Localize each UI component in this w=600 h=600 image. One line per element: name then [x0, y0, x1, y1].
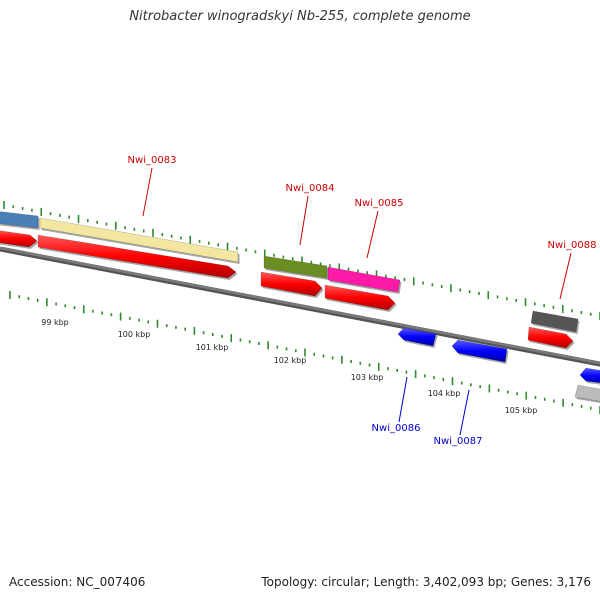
leader-nwi-0084 [299, 195, 309, 246]
label-nwi-0088[interactable]: Nwi_0088 [548, 240, 597, 251]
scale-label-103-kbp: 103 kbp [351, 373, 384, 382]
label-nwi-0086[interactable]: Nwi_0086 [372, 423, 421, 434]
gene-nwi-0085[interactable] [327, 266, 401, 293]
label-nwi-0087[interactable]: Nwi_0087 [434, 436, 483, 447]
gene-feature-8[interactable] [324, 284, 396, 311]
genome-backbone [0, 246, 600, 367]
label-leaders [142, 167, 572, 436]
scale-label-102-kbp: 102 kbp [274, 356, 307, 365]
label-nwi-0083[interactable]: Nwi_0083 [128, 155, 177, 166]
labels-layer: 99 kbp 100 kbp 101 kbp 102 kbp 103 kbp 104 kb… [41, 155, 596, 447]
gene-feature-12[interactable] [527, 326, 574, 349]
scale-label-100-kbp: 100 kbp [118, 330, 151, 339]
gene-feature-4[interactable] [37, 234, 237, 279]
scale-label-101-kbp: 101 kbp [196, 343, 229, 352]
leader-nwi-0088 [559, 252, 572, 300]
leader-nwi-0086 [398, 376, 408, 423]
label-nwi-0084[interactable]: Nwi_0084 [286, 183, 335, 194]
genome-summary-text: Topology: circular; Length: 3,402,093 bp… [261, 575, 591, 589]
gene-nwi-0087[interactable] [451, 339, 508, 363]
tick-marks [3, 201, 600, 414]
gene-feature-2[interactable] [0, 230, 38, 248]
gene-nwi-0084[interactable] [263, 255, 328, 279]
leader-nwi-0083 [142, 167, 153, 217]
scale-label-104-kbp: 104 kbp [428, 389, 461, 398]
backbone-highlight [0, 246, 600, 365]
page-title: Nitrobacter winogradskyi Nb-255, complet… [129, 9, 471, 24]
genes-layer [0, 211, 600, 404]
leader-nwi-0087 [459, 389, 470, 436]
gene-nwi-0088[interactable] [530, 310, 579, 333]
leader-nwi-0085 [366, 210, 379, 259]
gene-feature-14[interactable] [574, 384, 600, 403]
gene-feature-1[interactable] [0, 211, 39, 229]
gene-nwi-0083[interactable] [39, 217, 239, 263]
scale-label-99-kbp: 99 kbp [41, 318, 69, 327]
gene-nwi-0086[interactable] [397, 327, 437, 347]
scale-label-105-kbp: 105 kbp [505, 406, 538, 415]
accession-text: Accession: NC_007406 [9, 575, 146, 589]
gene-feature-6[interactable] [260, 271, 323, 297]
gene-feature-13[interactable] [579, 367, 600, 384]
label-nwi-0085[interactable]: Nwi_0085 [355, 198, 404, 209]
